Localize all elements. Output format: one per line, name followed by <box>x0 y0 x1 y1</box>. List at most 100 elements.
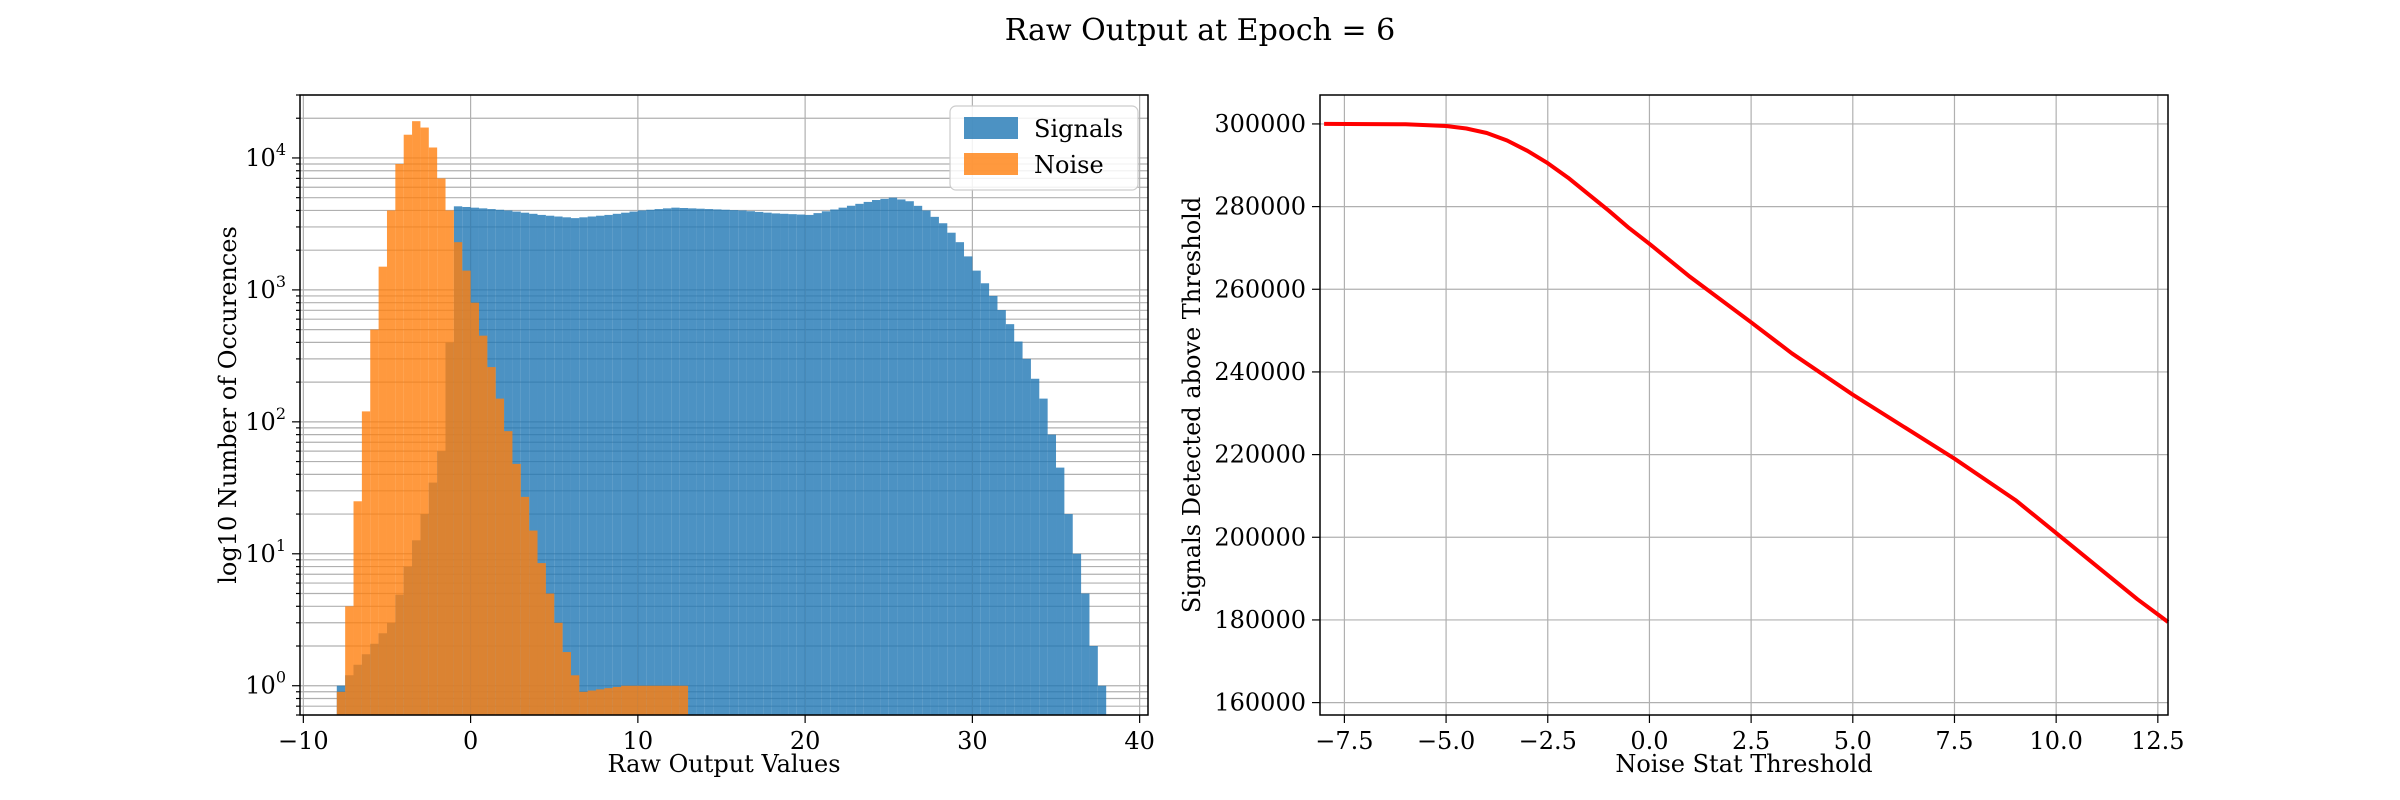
histogram-bar-signals <box>905 201 914 716</box>
histogram-bar-noise <box>478 335 488 715</box>
histogram-bar-signals <box>796 214 806 716</box>
histogram-bar-noise <box>445 210 454 715</box>
histogram-bar-noise <box>512 463 521 715</box>
histogram-bar-signals <box>646 209 655 716</box>
histogram-bar-signals <box>1047 434 1057 715</box>
histogram-bar-signals <box>880 198 889 715</box>
histogram-bar-noise <box>604 688 613 715</box>
histogram-bar-signals <box>1081 593 1090 715</box>
histogram-bar-signals <box>955 242 965 715</box>
y-tick-label: 280000 <box>1214 193 1306 221</box>
histogram-bar-noise <box>370 329 379 715</box>
histogram-bar-noise <box>345 606 354 715</box>
histogram-bar-noise <box>453 242 463 715</box>
histogram-bar-signals <box>913 205 923 715</box>
x-tick-label: −2.5 <box>1519 727 1577 755</box>
histogram-bar-noise <box>562 652 571 715</box>
histogram-bar-signals <box>721 209 730 715</box>
histogram-bar-signals <box>696 208 705 715</box>
histogram-bar-signals <box>545 215 555 715</box>
histogram-bar-signals <box>838 207 847 715</box>
histogram-bar-signals <box>972 270 981 715</box>
histogram-bar-signals <box>570 218 580 715</box>
line-chart-x-axis-label: Noise Stat Threshold <box>1615 750 1872 778</box>
figure-suptitle: Raw Output at Epoch = 6 <box>1005 13 1396 48</box>
histogram-panel: −10 0 10 20 30 40 100 101 102 103 104 Raw Output … <box>214 94 1155 778</box>
histogram-bar-signals <box>788 214 797 715</box>
x-tick-label: −7.5 <box>1315 727 1373 755</box>
histogram-bar-noise <box>403 134 413 715</box>
histogram-bar-noise <box>470 302 479 715</box>
histogram-x-axis-label: Raw Output Values <box>607 750 840 778</box>
histogram-bar-noise <box>487 367 496 715</box>
y-tick-label: 100 <box>245 668 286 700</box>
x-tick-label: 2.5 <box>1732 727 1770 755</box>
x-tick-label: 40 <box>1124 727 1155 755</box>
histogram-bar-noise <box>504 431 513 715</box>
histogram-bar-signals <box>604 214 613 715</box>
histogram-bar-signals <box>763 212 772 716</box>
y-tick-label: 220000 <box>1214 441 1306 469</box>
histogram-bar-signals <box>679 208 689 715</box>
histogram-bar-signals <box>922 210 931 715</box>
histogram-bar-noise <box>621 685 630 715</box>
histogram-bar-signals <box>830 209 839 715</box>
histogram-bar-noise <box>495 398 505 715</box>
line-chart-x-ticks: −7.5 −5.0 −2.5 0.0 2.5 5.0 7.5 10.0 12.5 <box>1315 715 2185 755</box>
histogram-bar-signals <box>888 197 898 715</box>
histogram-bar-noise <box>361 411 371 715</box>
histogram-bar-signals <box>562 217 571 716</box>
y-tick-label: 102 <box>245 404 286 436</box>
histogram-bar-signals <box>520 212 530 715</box>
histogram-bar-noise <box>462 270 471 715</box>
histogram-y-axis-label: log10 Number of Occurences <box>214 226 242 584</box>
histogram-bar-signals <box>855 203 864 715</box>
histogram-bar-signals <box>1022 358 1031 715</box>
histogram-bar-signals <box>688 208 697 715</box>
y-tick-label: 180000 <box>1214 606 1306 634</box>
histogram-bar-noise <box>520 496 530 715</box>
histogram-bar-signals <box>704 209 714 715</box>
y-tick-label: 104 <box>245 140 286 172</box>
histogram-bar-noise <box>612 686 622 715</box>
histogram-bar-noise <box>654 685 663 715</box>
histogram-bar-signals <box>938 223 948 715</box>
x-tick-label: 30 <box>957 727 988 755</box>
x-tick-label: 5.0 <box>1834 727 1872 755</box>
histogram-bar-signals <box>662 208 672 716</box>
line-chart-series <box>1324 121 2170 624</box>
x-tick-label: 0 <box>463 727 478 755</box>
x-tick-label: 0.0 <box>1630 727 1668 755</box>
histogram-bar-noise <box>596 689 605 715</box>
signals-threshold-line <box>1324 121 2170 624</box>
histogram-bar-signals <box>1072 553 1082 715</box>
legend-label-noise: Noise <box>1034 151 1104 179</box>
histogram-bar-signals <box>1097 685 1107 715</box>
histogram-bar-noise <box>378 266 387 715</box>
histogram-bar-noise <box>386 210 396 715</box>
histogram-bar-signals <box>629 211 638 716</box>
histogram-bar-noise <box>420 127 429 716</box>
histogram-bar-signals <box>1039 398 1048 715</box>
histogram-bar-signals <box>738 210 747 715</box>
histogram-bar-signals <box>771 213 781 716</box>
histogram-bar-noise <box>428 147 438 715</box>
histogram-bar-signals <box>964 256 973 715</box>
histogram-bar-noise <box>336 691 346 715</box>
histogram-bar-signals <box>846 205 856 716</box>
histogram-bar-noise <box>437 178 446 716</box>
histogram-bar-noise <box>679 685 689 715</box>
histogram-bar-signals <box>713 209 722 715</box>
histogram-bar-signals <box>1030 378 1040 715</box>
y-tick-label: 160000 <box>1214 689 1306 717</box>
x-tick-label: 7.5 <box>1935 727 1973 755</box>
histogram-bar-signals <box>930 216 939 716</box>
histogram-bar-signals <box>746 211 755 715</box>
histogram-bar-noise <box>412 121 421 715</box>
x-tick-label: 12.5 <box>2131 727 2184 755</box>
histogram-bars <box>336 121 1107 716</box>
histogram-bar-signals <box>1064 514 1073 715</box>
histogram-bar-signals <box>805 214 814 715</box>
histogram-bar-noise <box>646 685 655 715</box>
histogram-bar-signals <box>654 209 663 715</box>
